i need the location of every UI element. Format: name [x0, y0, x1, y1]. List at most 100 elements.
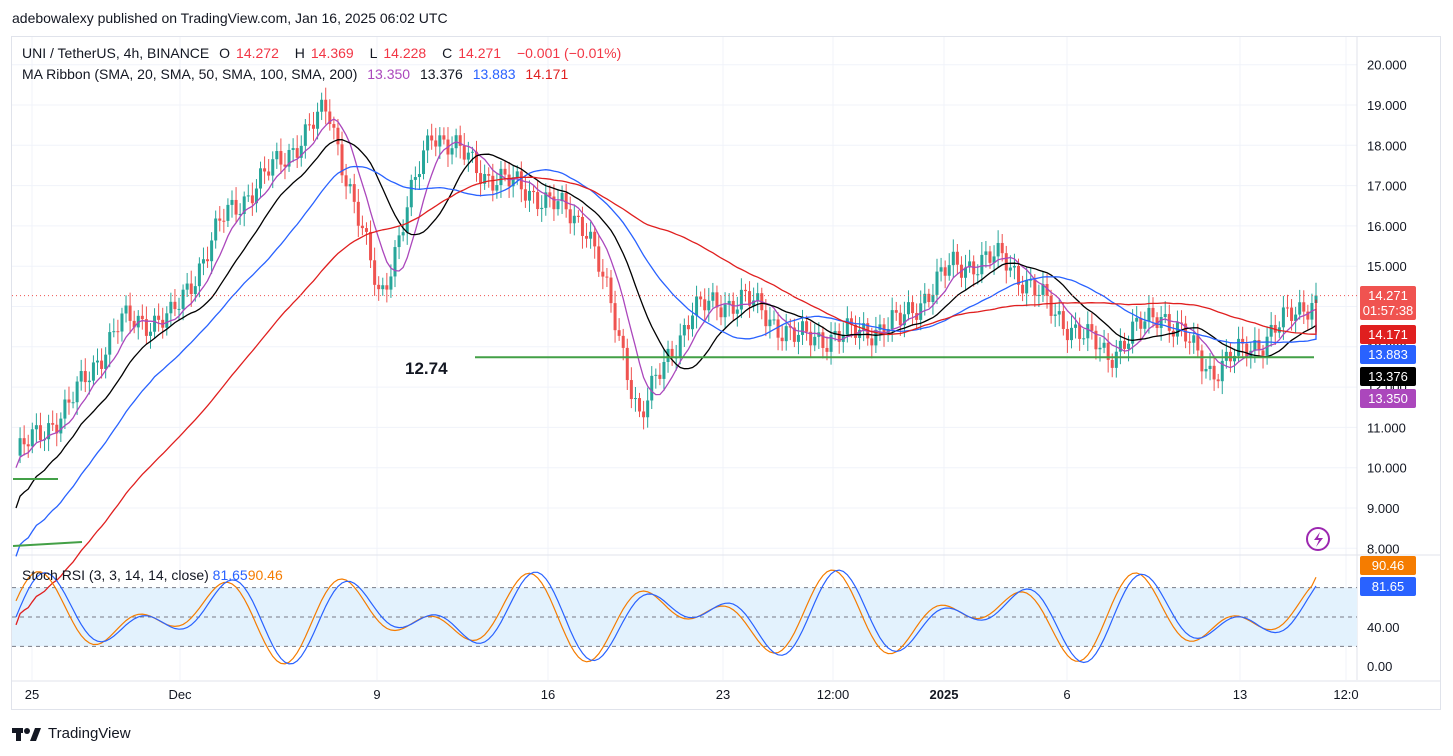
rsi-d-price-label: 90.46 — [1360, 556, 1416, 575]
candle-body — [1118, 340, 1122, 352]
candle-body — [1069, 327, 1073, 341]
candle-body — [34, 425, 38, 430]
bar-countdown: 01:57:38 — [1362, 303, 1414, 318]
candle-body — [1216, 379, 1220, 382]
low-value: 14.228 — [383, 45, 427, 61]
candle-body — [792, 327, 796, 342]
candle-body — [515, 171, 519, 178]
candle-body — [458, 135, 462, 146]
candle-body — [589, 231, 593, 239]
candle-body — [768, 319, 772, 327]
price-tick-label: 11.000 — [1367, 420, 1406, 435]
candle-body — [544, 192, 548, 208]
candle-body — [462, 145, 466, 160]
candle-body — [739, 289, 743, 310]
candle-body — [858, 329, 862, 338]
candle-body — [332, 124, 336, 128]
open-label: O — [219, 45, 231, 61]
candle-body — [222, 220, 226, 222]
candle-body — [483, 174, 487, 184]
candle-body — [796, 334, 800, 342]
candle-body — [968, 261, 972, 268]
time-tick-label: 13 — [1233, 687, 1247, 702]
candle-body — [422, 150, 426, 175]
candle-body — [340, 144, 344, 176]
candle-body — [373, 260, 377, 285]
candle-body — [1151, 307, 1155, 318]
candle-body — [104, 354, 108, 369]
candle-body — [275, 151, 279, 160]
candle-body — [523, 189, 527, 201]
candle-body — [426, 135, 430, 151]
stoch-rsi-label-params[interactable]: 3, 3, 14, 14, close) — [93, 567, 209, 583]
stoch-rsi-label-prefix[interactable]: Stoch RSI ( — [22, 567, 94, 583]
candle-body — [629, 380, 633, 400]
candle-body — [100, 360, 104, 369]
candle-body — [911, 302, 915, 314]
time-axis: 25 Dec 9 16 23 12:00 2025 6 13 12:0 — [25, 687, 1359, 702]
candle-body — [833, 330, 837, 335]
candle-body — [1204, 368, 1208, 372]
candle-body — [1200, 350, 1204, 372]
candle-body — [642, 411, 646, 418]
candle-body — [267, 171, 271, 176]
candle-body — [344, 175, 348, 187]
sma20-price-label: 13.350 — [1360, 389, 1416, 408]
candle-body — [780, 337, 784, 342]
change-value: −0.001 (−0.01%) — [516, 45, 622, 61]
candle-body — [556, 201, 560, 210]
candle-body — [218, 218, 222, 221]
stoch-rsi-d: 90.46 — [247, 567, 283, 583]
candle-body — [1257, 340, 1261, 351]
candle-body — [181, 289, 185, 309]
candle-body — [784, 326, 788, 342]
candle-body — [617, 330, 621, 336]
candle-body — [87, 380, 91, 383]
low-label: L — [369, 45, 378, 61]
tradingview-logo[interactable]: TradingView — [12, 725, 131, 742]
candle-body — [1163, 314, 1167, 318]
candle-body — [1082, 338, 1086, 340]
candle-body — [1147, 307, 1151, 322]
time-tick-label: Dec — [168, 687, 192, 702]
candle-body — [336, 127, 340, 145]
support-lines — [12, 295, 1357, 547]
candle-body — [585, 235, 589, 239]
candle-body — [931, 294, 935, 303]
candle-body — [1188, 341, 1192, 343]
ma-ribbon-label[interactable]: MA Ribbon (SMA, 20, SMA, 50, SMA, 100, S… — [22, 66, 358, 82]
candle-body — [996, 242, 1000, 257]
candle-body — [91, 362, 95, 381]
candle-body — [1241, 338, 1245, 344]
candle-body — [650, 375, 654, 401]
candle-body — [1033, 279, 1037, 296]
tradingview-brand: TradingView — [48, 725, 131, 742]
candle-body — [1212, 365, 1216, 380]
candle-body — [22, 438, 26, 445]
candle-body — [743, 289, 747, 292]
candle-body — [1094, 330, 1098, 350]
symbol-name[interactable]: UNI / TetherUS, 4h, BINANCE — [22, 45, 210, 61]
candle-body — [30, 429, 34, 447]
candle-body — [234, 199, 238, 215]
candle-body — [197, 263, 201, 287]
lightning-icon[interactable] — [1306, 527, 1330, 551]
candle-body — [1281, 307, 1285, 328]
candle-body — [927, 293, 931, 303]
candle-body — [1114, 351, 1118, 368]
ma-ribbon-header: MA Ribbon (SMA, 20, SMA, 50, SMA, 100, S… — [22, 66, 574, 82]
candle-body — [849, 318, 853, 325]
candle-body — [678, 335, 682, 358]
stoch-rsi-lines — [15, 569, 1317, 665]
candle-body — [686, 325, 690, 330]
candle-body — [894, 310, 898, 313]
candle-body — [206, 259, 210, 262]
candle-body — [1269, 324, 1273, 337]
close-value: 14.271 — [458, 45, 502, 61]
candle-body — [1306, 311, 1310, 320]
candle-body — [829, 334, 833, 352]
candle-body — [813, 336, 817, 346]
candle-body — [295, 148, 299, 158]
candle-body — [189, 283, 193, 295]
